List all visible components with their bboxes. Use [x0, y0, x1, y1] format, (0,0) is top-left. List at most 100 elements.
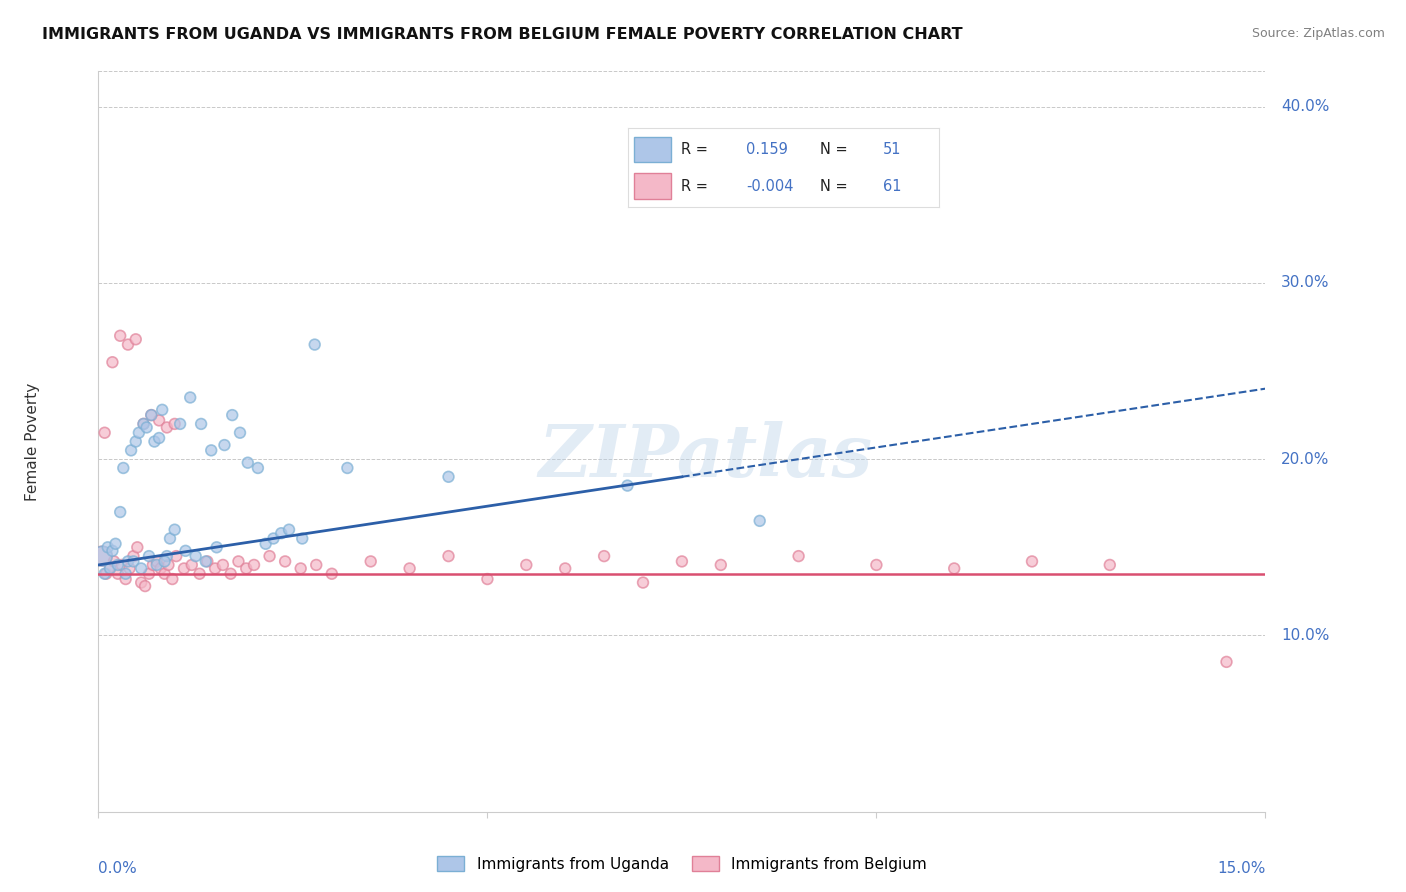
Point — [278, 523, 301, 537]
Point — [1098, 558, 1121, 572]
Point — [118, 561, 141, 575]
Point — [138, 566, 160, 581]
Point — [1215, 655, 1237, 669]
Text: R =: R = — [681, 178, 707, 194]
Text: 0.159: 0.159 — [747, 142, 787, 157]
Point — [98, 561, 121, 575]
Point — [631, 575, 654, 590]
Point — [117, 554, 139, 568]
Point — [190, 417, 212, 431]
Text: 20.0%: 20.0% — [1281, 451, 1329, 467]
Point — [336, 461, 359, 475]
Point — [398, 561, 420, 575]
Point — [163, 523, 186, 537]
Point — [236, 456, 259, 470]
Point — [141, 408, 163, 422]
Point — [122, 549, 145, 563]
Point — [262, 532, 284, 546]
Text: 30.0%: 30.0% — [1281, 276, 1330, 291]
Point — [143, 434, 166, 449]
Legend: Immigrants from Uganda, Immigrants from Belgium: Immigrants from Uganda, Immigrants from … — [430, 850, 934, 878]
Point — [360, 554, 382, 568]
Point — [122, 554, 145, 568]
Point — [943, 561, 966, 575]
Point — [93, 425, 115, 440]
Text: N =: N = — [821, 178, 848, 194]
Point — [437, 549, 460, 563]
Point — [101, 355, 124, 369]
Point — [274, 554, 297, 568]
Point — [229, 425, 252, 440]
Point — [93, 566, 115, 581]
Point — [593, 549, 616, 563]
Point — [98, 561, 121, 575]
Point — [156, 420, 179, 434]
Text: 15.0%: 15.0% — [1218, 861, 1265, 876]
Text: -0.004: -0.004 — [747, 178, 793, 194]
Point — [146, 558, 169, 572]
Point — [204, 561, 226, 575]
Point — [125, 434, 148, 449]
Point — [173, 561, 195, 575]
Point — [132, 417, 155, 431]
Point — [554, 561, 576, 575]
Point — [259, 549, 281, 563]
Text: 51: 51 — [883, 142, 901, 157]
Point — [148, 431, 170, 445]
Text: Female Poverty: Female Poverty — [25, 383, 41, 500]
Text: IMMIGRANTS FROM UGANDA VS IMMIGRANTS FROM BELGIUM FEMALE POVERTY CORRELATION CHA: IMMIGRANTS FROM UGANDA VS IMMIGRANTS FRO… — [42, 27, 963, 42]
Point — [616, 478, 638, 492]
Text: 10.0%: 10.0% — [1281, 628, 1329, 643]
Point — [710, 558, 733, 572]
Point — [111, 558, 134, 572]
Text: 61: 61 — [883, 178, 901, 194]
Point — [195, 554, 218, 568]
Point — [865, 558, 887, 572]
Point — [107, 566, 129, 581]
Text: N =: N = — [821, 142, 848, 157]
Point — [104, 537, 127, 551]
Point — [515, 558, 537, 572]
Point — [212, 558, 235, 572]
Point — [141, 408, 163, 422]
Point — [305, 558, 328, 572]
Point — [149, 561, 172, 575]
Point — [194, 554, 217, 568]
Point — [97, 541, 120, 555]
Point — [153, 554, 176, 568]
Point — [148, 413, 170, 427]
Point — [219, 566, 242, 581]
Point — [254, 537, 277, 551]
Point — [135, 420, 157, 434]
Point — [108, 505, 131, 519]
Point — [103, 554, 125, 568]
Text: Source: ZipAtlas.com: Source: ZipAtlas.com — [1251, 27, 1385, 40]
Point — [235, 561, 257, 575]
Point — [291, 532, 314, 546]
Point — [134, 579, 156, 593]
Point — [180, 558, 202, 572]
Point — [163, 417, 186, 431]
Point — [96, 566, 118, 581]
Text: R =: R = — [681, 142, 707, 157]
Point — [117, 337, 139, 351]
Point — [91, 549, 114, 563]
Point — [748, 514, 770, 528]
Point — [179, 391, 201, 405]
Point — [108, 328, 131, 343]
Text: 40.0%: 40.0% — [1281, 99, 1329, 114]
Point — [174, 544, 197, 558]
Point — [156, 549, 179, 563]
Point — [188, 566, 211, 581]
Point — [437, 470, 460, 484]
Point — [157, 558, 180, 572]
Point — [146, 554, 169, 568]
Point — [1021, 554, 1043, 568]
Point — [159, 532, 181, 546]
Point — [127, 541, 149, 555]
Point — [114, 572, 136, 586]
FancyBboxPatch shape — [634, 137, 672, 162]
Point — [120, 443, 142, 458]
Point — [150, 402, 173, 417]
Point — [132, 417, 155, 431]
